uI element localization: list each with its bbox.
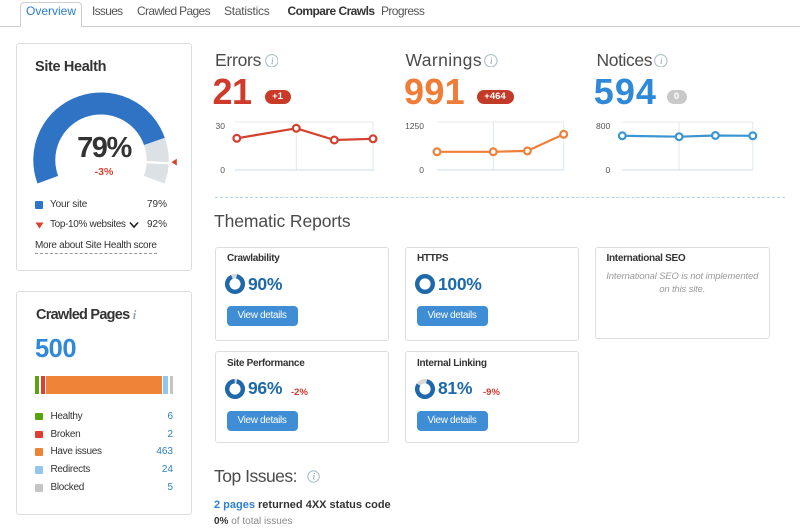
svg-text:i: i — [660, 56, 663, 66]
svg-text:1250: 1250 — [405, 121, 424, 131]
svg-text:0: 0 — [220, 165, 225, 175]
svg-text:0: 0 — [605, 165, 610, 175]
svg-text:i: i — [271, 56, 274, 66]
svg-text:0: 0 — [419, 165, 424, 175]
svg-text:i: i — [313, 472, 316, 482]
svg-text:30: 30 — [216, 121, 226, 131]
svg-text:i: i — [490, 56, 493, 66]
svg-text:800: 800 — [596, 121, 610, 131]
